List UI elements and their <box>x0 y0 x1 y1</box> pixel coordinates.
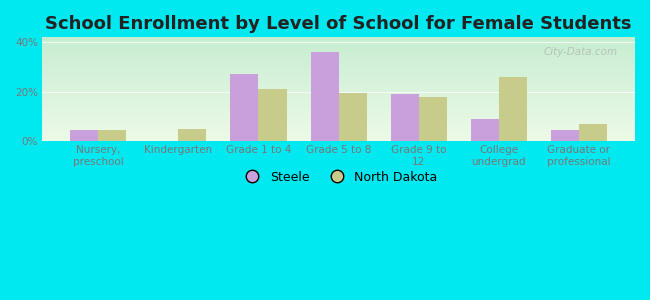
Bar <box>311 52 339 141</box>
Bar <box>98 130 126 141</box>
Bar <box>259 89 287 141</box>
Bar <box>419 97 447 141</box>
Bar <box>499 77 527 141</box>
Text: City-Data.com: City-Data.com <box>543 47 618 57</box>
Bar <box>551 130 579 141</box>
Bar <box>178 129 207 141</box>
Bar <box>579 124 607 141</box>
Bar <box>391 94 419 141</box>
Legend: Steele, North Dakota: Steele, North Dakota <box>235 166 443 189</box>
Title: School Enrollment by Level of School for Female Students: School Enrollment by Level of School for… <box>46 15 632 33</box>
Bar <box>70 130 98 141</box>
Bar <box>339 93 367 141</box>
Bar <box>471 119 499 141</box>
Bar <box>231 74 259 141</box>
